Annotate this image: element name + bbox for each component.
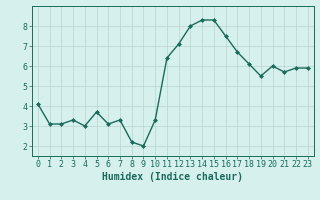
X-axis label: Humidex (Indice chaleur): Humidex (Indice chaleur) <box>102 172 243 182</box>
